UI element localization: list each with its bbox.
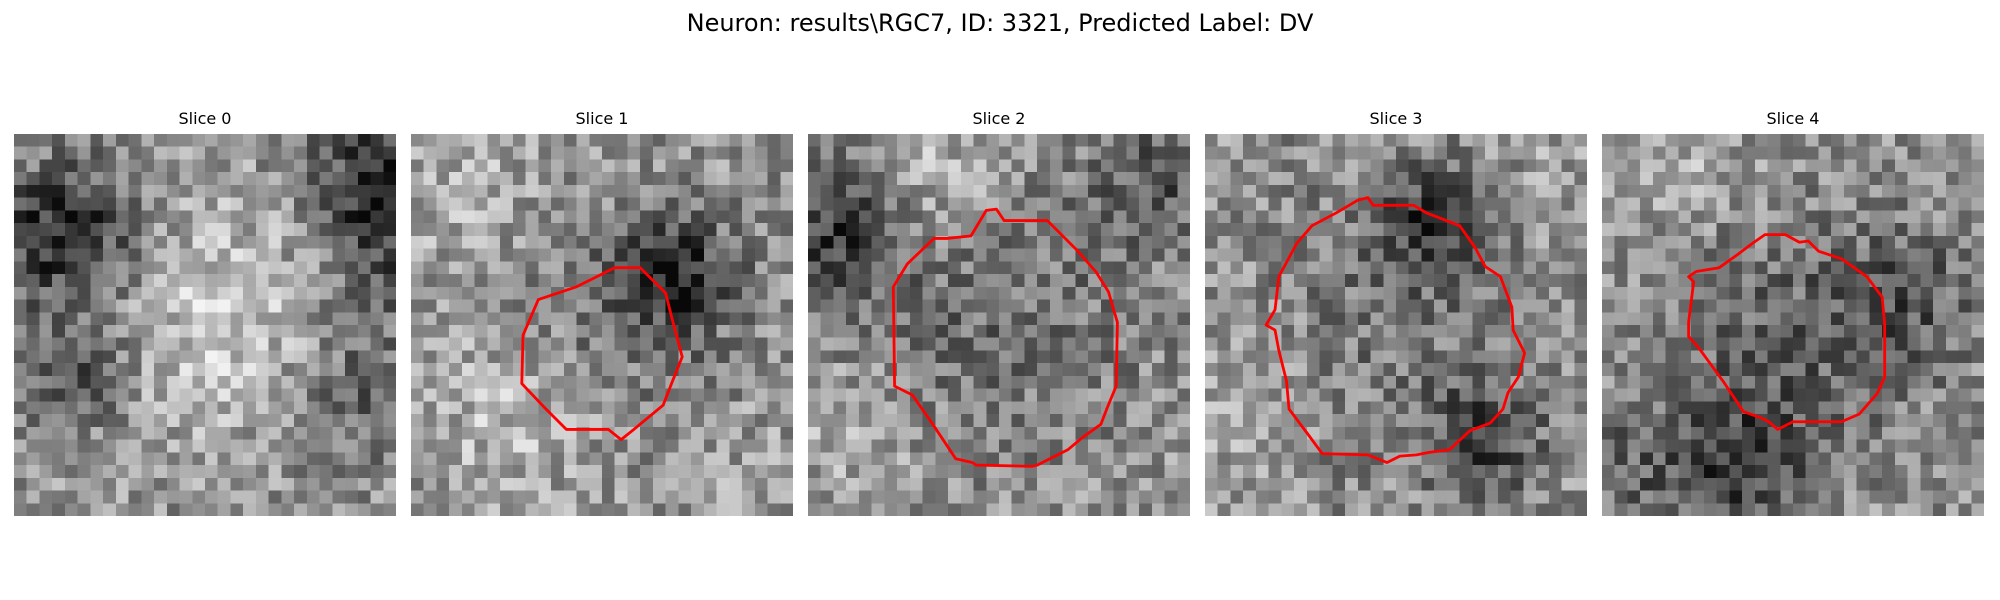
slice-image	[14, 134, 396, 516]
slice-title: Slice 3	[1369, 109, 1423, 128]
slice-panel-1: Slice 1	[411, 108, 793, 518]
segmentation-contour	[520, 266, 684, 442]
slice-title: Slice 0	[178, 109, 232, 128]
segmentation-contour	[1264, 196, 1527, 464]
slice-title: Slice 2	[972, 109, 1026, 128]
slice-title: Slice 4	[1766, 109, 1820, 128]
slice-panel-0: Slice 0	[14, 108, 396, 518]
slice-image	[1602, 134, 1984, 516]
slice-image	[1205, 134, 1587, 516]
slice-image	[411, 134, 793, 516]
slice-panel-4: Slice 4	[1602, 108, 1984, 518]
slice-panel-3: Slice 3	[1205, 108, 1587, 518]
segmentation-contour	[1687, 233, 1887, 431]
slice-panel-2: Slice 2	[808, 108, 1190, 518]
slice-image	[808, 134, 1190, 516]
segmentation-contour	[891, 207, 1119, 468]
slice-title: Slice 1	[575, 109, 629, 128]
figure-title: Neuron: results\RGC7, ID: 3321, Predicte…	[686, 9, 1314, 37]
